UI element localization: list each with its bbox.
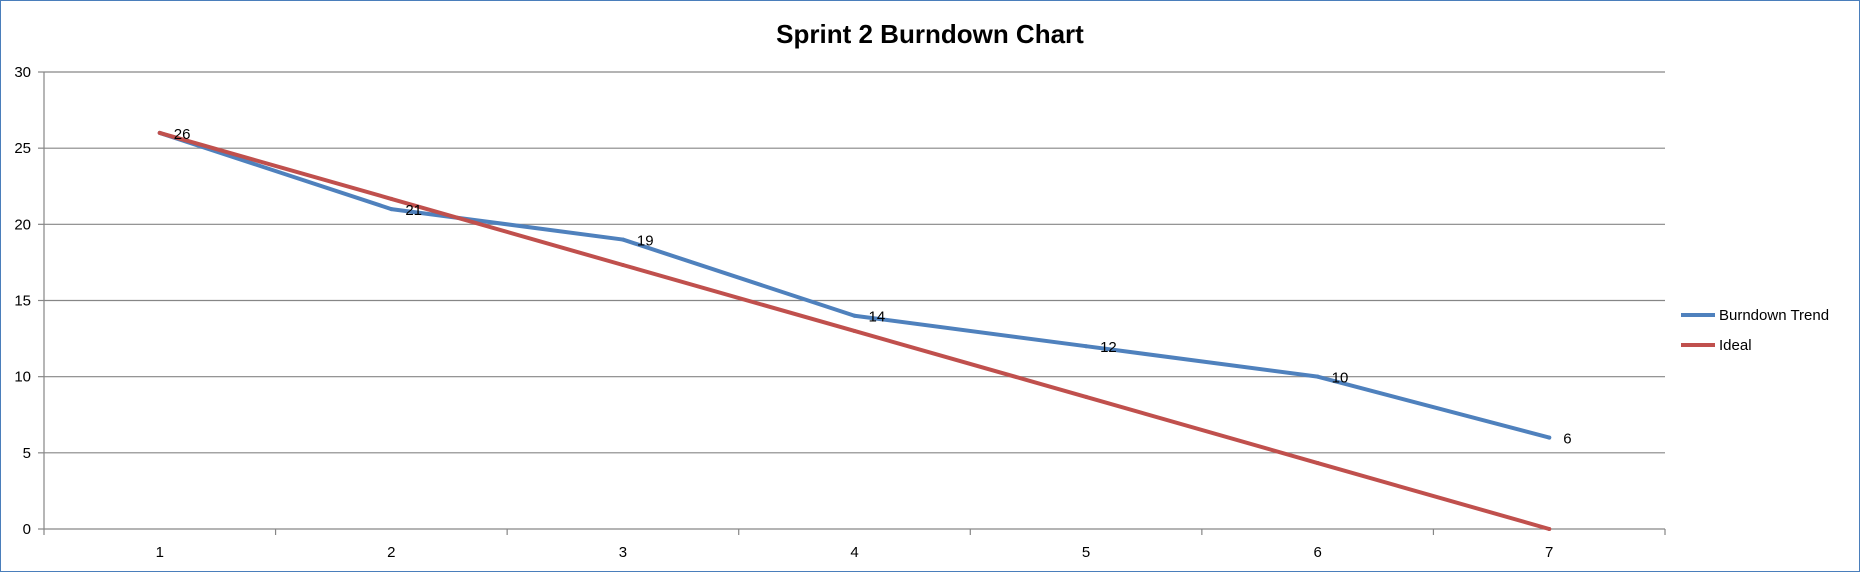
data-point-burndown-trend [620,237,625,242]
x-tick-label: 3 [619,544,627,561]
data-point-burndown-trend [1547,435,1552,440]
data-labels: 26 21 19 14 12 10 6 [174,126,1572,448]
data-point-burndown-trend [852,313,857,318]
data-point-ideal [852,328,857,333]
x-tick-label: 7 [1545,544,1553,561]
data-point-burndown-trend [389,207,394,212]
data-label-burndown-trend: 14 [869,309,886,326]
data-label-burndown-trend: 19 [637,233,654,250]
y-tick-label: 5 [23,445,31,462]
data-point-ideal [1315,461,1320,466]
gridlines [44,71,1665,454]
y-tick-label: 20 [14,216,31,233]
y-tick-label: 25 [14,140,31,157]
x-tick-label: 4 [850,544,858,561]
x-tick-label: 2 [387,544,395,561]
data-label-burndown-trend: 6 [1563,431,1571,448]
chart-title: Sprint 2 Burndown Chart [776,19,1084,49]
data-label-burndown-trend: 10 [1332,370,1349,387]
series-lines [157,130,1552,531]
data-point-ideal [389,196,394,201]
y-tick-label: 0 [23,521,31,538]
legend: Burndown Trend Ideal [1681,307,1829,354]
y-tick-label: 15 [14,293,31,310]
x-tick-label: 6 [1313,544,1321,561]
x-tick-label: 1 [156,544,164,561]
data-point-burndown-trend [1084,344,1089,349]
y-tick-label: 30 [14,64,31,81]
data-label-burndown-trend: 12 [1100,339,1117,356]
series-line-burndown-trend [157,130,1552,440]
data-label-burndown-trend: 26 [174,126,191,143]
legend-label-ideal: Ideal [1719,337,1752,354]
data-label-burndown-trend: 21 [405,202,422,219]
data-point-ideal [1547,527,1552,531]
legend-label-burndown-trend: Burndown Trend [1719,307,1829,324]
x-tick-label: 5 [1082,544,1090,561]
data-point-ideal [1084,394,1089,399]
data-point-burndown-trend [1315,374,1320,379]
data-point-ideal [157,130,162,135]
y-tick-label: 10 [14,369,31,386]
data-point-ideal [620,263,625,268]
